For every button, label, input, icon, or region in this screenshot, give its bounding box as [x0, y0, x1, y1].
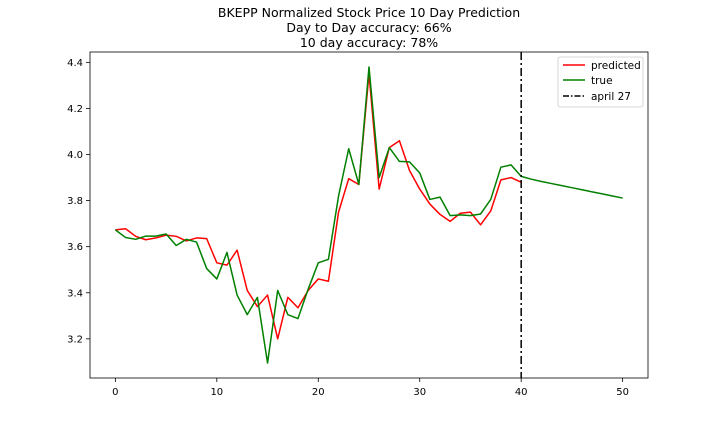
legend-box	[557, 56, 644, 108]
y-axis: 3.2 3.4 3.6 3.8 4.0 4.2 4.4	[67, 58, 90, 345]
x-tick-label: 50	[616, 387, 629, 398]
chart-title-line-2: Day to Day accuracy: 66%	[286, 20, 451, 35]
x-tick-label: 0	[112, 387, 118, 398]
x-tick-label: 10	[210, 387, 223, 398]
y-tick-label: 3.8	[67, 196, 83, 207]
y-tick-label: 4.4	[67, 58, 83, 69]
legend-label-april-27: april 27	[591, 91, 631, 103]
x-tick-label: 20	[312, 387, 325, 398]
x-axis: 0 10 20 30 40 50	[112, 378, 629, 398]
x-tick-label: 30	[413, 387, 426, 398]
legend: predicted true april 27	[557, 56, 644, 108]
y-tick-label: 3.2	[67, 334, 83, 345]
y-tick-label: 3.4	[67, 288, 83, 299]
x-tick-label: 40	[515, 387, 528, 398]
series-line-predicted	[115, 73, 522, 340]
legend-label-predicted: predicted	[591, 60, 641, 72]
chart-title: BKEPP Normalized Stock Price 10 Day Pred…	[218, 5, 520, 50]
chart-title-line-1: BKEPP Normalized Stock Price 10 Day Pred…	[218, 5, 520, 20]
y-tick-label: 4.0	[67, 150, 83, 161]
y-tick-label: 4.2	[67, 104, 83, 115]
series-line-true	[114, 66, 623, 364]
legend-label-true: true	[591, 75, 613, 87]
y-tick-label: 3.6	[67, 242, 83, 253]
plot-area	[114, 52, 623, 378]
chart-title-line-3: 10 day accuracy: 78%	[300, 35, 438, 50]
axes-frame	[89, 51, 649, 379]
